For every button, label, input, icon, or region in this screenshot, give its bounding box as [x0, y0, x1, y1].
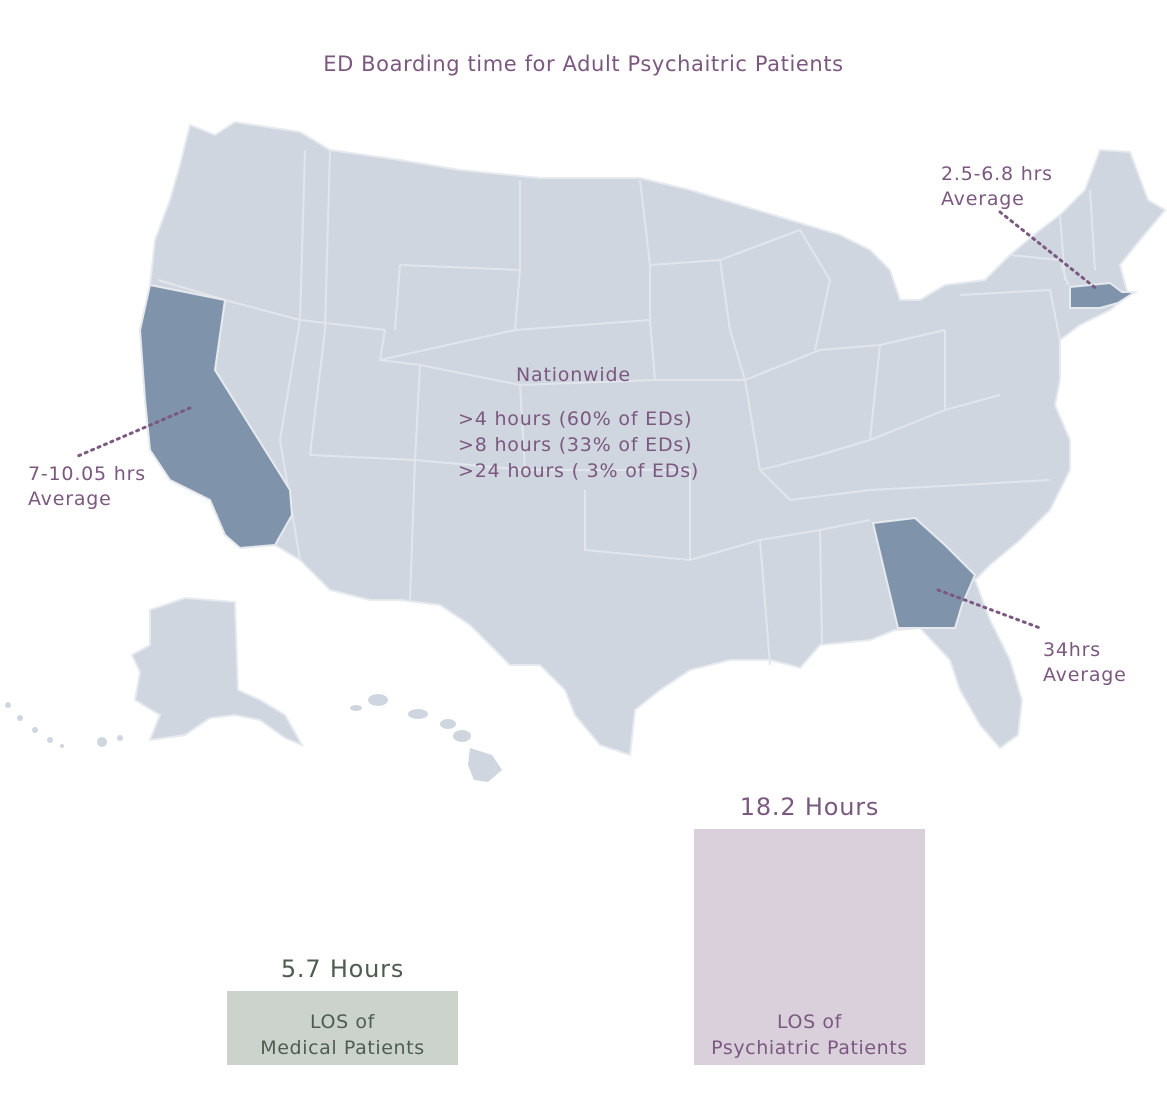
georgia-shape — [871, 516, 977, 629]
georgia-callout-label: Average — [1043, 664, 1127, 686]
massachusetts-callout-value: 2.5-6.8 hrs — [941, 163, 1053, 185]
nationwide-stat-3: >24 hours ( 3% of EDs) — [458, 460, 700, 482]
georgia-callout-value: 34hrs — [1043, 639, 1101, 661]
callout-leaders — [76, 210, 1100, 630]
medical-bar: LOS of Medical Patients — [227, 991, 458, 1065]
california-callout: 7-10.05 hrs Average — [28, 462, 146, 512]
hawaii-shape — [350, 694, 502, 782]
california-leader — [76, 406, 192, 458]
psychiatric-bar-line-1: LOS of — [777, 1011, 842, 1033]
aleutian-islands — [5, 702, 123, 748]
georgia-leader — [936, 588, 1042, 630]
nationwide-stat-1: >4 hours (60% of EDs) — [458, 408, 693, 430]
psychiatric-value-label: 18.2 Hours — [739, 793, 880, 821]
massachusetts-callout-label: Average — [941, 188, 1025, 210]
medical-bar-line-2: Medical Patients — [260, 1037, 425, 1059]
massachusetts-callout: 2.5-6.8 hrs Average — [941, 162, 1053, 212]
medical-value-label: 5.7 Hours — [280, 955, 405, 983]
state-borders — [157, 149, 1096, 666]
psychiatric-bar: LOS of Psychiatric Patients — [694, 829, 925, 1065]
massachusetts-leader — [998, 210, 1100, 292]
california-shape — [138, 283, 294, 550]
psychiatric-bar-line-2: Psychiatric Patients — [711, 1037, 908, 1059]
nationwide-stats: >4 hours (60% of EDs) >8 hours (33% of E… — [458, 406, 699, 484]
california-callout-label: Average — [28, 488, 112, 510]
massachusetts-shape — [1069, 281, 1139, 309]
nationwide-stat-2: >8 hours (33% of EDs) — [458, 434, 693, 456]
alaska-shape — [130, 596, 305, 748]
medical-bar-line-1: LOS of — [310, 1011, 375, 1033]
map-title: ED Boarding time for Adult Psychaitric P… — [323, 52, 844, 76]
nationwide-heading: Nationwide — [516, 364, 631, 386]
california-callout-value: 7-10.05 hrs — [28, 463, 146, 485]
georgia-callout: 34hrs Average — [1043, 638, 1127, 688]
